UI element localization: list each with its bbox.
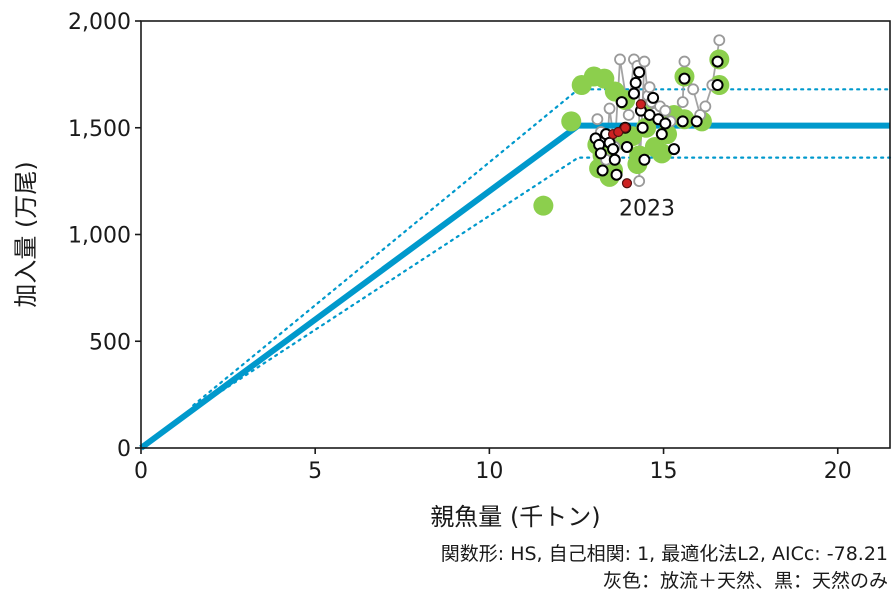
y-tick-label: 0 xyxy=(117,437,131,462)
y-axis-label: 加入量 (万尾) xyxy=(12,161,40,307)
axes: 0 5 10 15 20 0 500 1,000 1,500 2,000 xyxy=(68,10,891,484)
black-point xyxy=(629,76,642,89)
plot-area xyxy=(141,21,890,448)
black-point xyxy=(607,143,620,156)
gray-point xyxy=(676,96,689,109)
black-point xyxy=(678,72,691,85)
annotation-2023: 2023 xyxy=(619,196,675,221)
gray-point xyxy=(638,55,651,68)
red-point xyxy=(620,122,631,133)
y-tick-label: 1,500 xyxy=(68,117,131,142)
green-point xyxy=(561,111,582,132)
x-tick-label: 0 xyxy=(134,459,148,484)
x-tick-label: 20 xyxy=(824,459,852,484)
black-point xyxy=(596,164,609,177)
red-point xyxy=(635,99,647,110)
y-tick-label: 500 xyxy=(89,330,131,355)
gray-point xyxy=(591,113,604,126)
black-point xyxy=(620,140,633,153)
plot-background xyxy=(141,21,890,448)
gray-point xyxy=(699,100,712,113)
interval-lower-line xyxy=(192,156,892,411)
black-point xyxy=(636,121,649,134)
x-tick-label: 15 xyxy=(650,459,678,484)
footer-model-info: 関数形: HS, 自己相関: 1, 最適化法L2, AICc: -78.21 xyxy=(440,543,888,565)
y-tick-label: 1,000 xyxy=(68,224,131,249)
red-point xyxy=(621,178,633,189)
gray-point xyxy=(713,34,726,47)
gray-point xyxy=(603,102,616,115)
gray-point xyxy=(659,104,672,117)
x-tick-label: 10 xyxy=(475,459,503,484)
black-point xyxy=(608,153,621,166)
gray-point xyxy=(614,53,626,66)
footer-color-legend: 灰色：放流＋天然、黒：天然のみ xyxy=(602,570,888,592)
black-point xyxy=(690,115,703,128)
black-point xyxy=(676,115,689,128)
green-point xyxy=(533,195,554,216)
black-point xyxy=(610,168,623,181)
black-point xyxy=(627,87,640,100)
black-point xyxy=(711,79,724,92)
black-point xyxy=(655,128,668,141)
green-point xyxy=(651,143,672,164)
gray-point xyxy=(643,81,656,94)
data-points xyxy=(533,34,730,216)
black-point xyxy=(647,91,660,104)
y-tick-label: 2,000 xyxy=(68,10,131,35)
black-point xyxy=(668,143,681,156)
gray-point xyxy=(687,83,700,96)
black-point xyxy=(711,55,724,68)
x-axis-label: 親魚量 (千トン) xyxy=(430,503,600,531)
x-tick-label: 5 xyxy=(308,459,322,484)
black-point xyxy=(615,96,628,109)
gray-point xyxy=(678,55,691,68)
black-point xyxy=(633,66,646,79)
black-point xyxy=(638,153,651,166)
gray-point xyxy=(622,109,635,121)
black-point xyxy=(594,147,607,160)
gray-point xyxy=(633,175,646,188)
black-point xyxy=(659,117,672,130)
